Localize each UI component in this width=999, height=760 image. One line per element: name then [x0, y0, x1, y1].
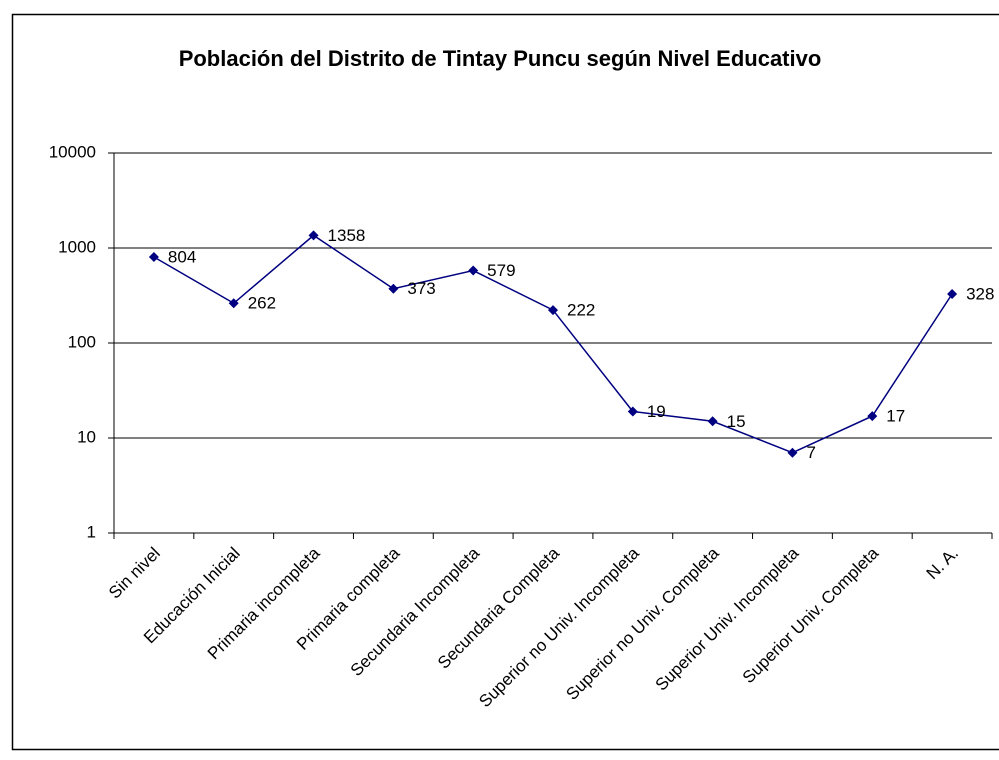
- data-marker: [707, 416, 718, 427]
- data-label: 17: [886, 407, 905, 426]
- y-tick-label: 10: [77, 427, 96, 446]
- data-marker: [548, 305, 558, 316]
- data-label: 262: [248, 294, 276, 313]
- data-label: 19: [647, 402, 666, 421]
- data-marker: [867, 411, 878, 422]
- data-marker: [388, 283, 399, 294]
- data-marker: [468, 265, 479, 276]
- data-label: 579: [487, 261, 515, 280]
- data-marker: [947, 288, 958, 299]
- data-label: 222: [567, 301, 595, 320]
- data-label: 804: [168, 247, 196, 266]
- y-tick-label: 1000: [58, 237, 96, 256]
- chart-title: Población del Distrito de Tintay Puncu s…: [178, 46, 822, 71]
- y-tick-label: 10000: [49, 142, 96, 161]
- data-marker: [308, 230, 319, 241]
- data-marker: [787, 447, 798, 458]
- y-tick-label: 1: [87, 522, 96, 541]
- data-marker: [148, 252, 159, 263]
- data-label: 373: [407, 279, 435, 298]
- data-label: 1358: [328, 226, 366, 245]
- data-label: 7: [806, 443, 815, 462]
- data-label: 328: [966, 284, 994, 303]
- data-marker: [228, 298, 239, 309]
- data-label: 15: [727, 412, 746, 431]
- y-tick-label: 100: [68, 332, 96, 351]
- chart-border: [11, 13, 999, 751]
- data-marker: [627, 406, 638, 417]
